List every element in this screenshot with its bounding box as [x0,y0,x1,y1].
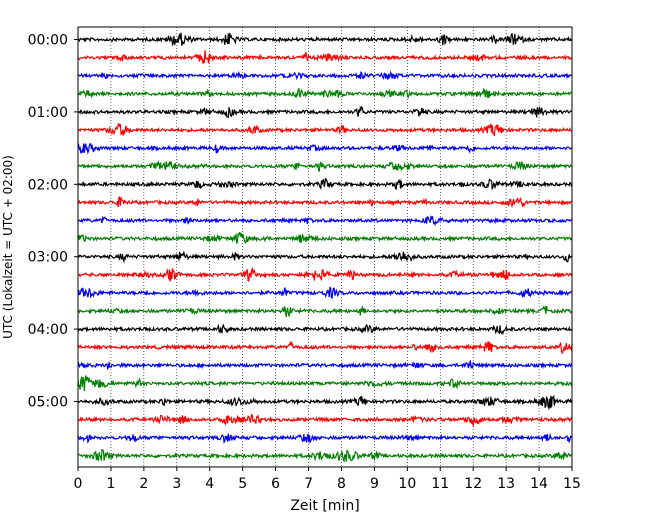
seismogram-trace [77,305,573,318]
seismogram-trace [77,266,573,282]
x-tick-label: 9 [370,476,379,492]
seismogram-trace [77,214,573,227]
x-tick-label: 6 [271,476,280,492]
x-tick-label: 13 [497,476,515,492]
seismogram-trace [77,340,573,355]
x-tick-label: 0 [74,476,83,492]
y-tick-label: 05:00 [28,395,68,411]
x-tick-label: 12 [464,476,482,492]
seismogram-trace [77,394,573,411]
y-tick-label: 04:00 [28,322,68,338]
x-tick-label: 10 [398,476,416,492]
plot-background [78,27,572,467]
seismogram-trace [77,360,573,371]
seismogram-trace [77,142,573,155]
x-tick-label: 3 [172,476,181,492]
seismogram-trace [77,231,573,244]
seismogram-trace [77,123,573,137]
x-tick-label: 4 [205,476,214,492]
grid-lines [110,27,540,467]
seismogram-trace [77,160,573,173]
x-axis-label: Zeit [min] [290,498,359,514]
seismogram-trace [77,432,573,445]
x-tick-label: 11 [431,476,449,492]
seismogram-trace [77,105,573,119]
seismogram-trace [77,177,573,191]
seismogram-trace [77,413,573,427]
x-tick-label: 1 [106,476,115,492]
seismogram-trace [77,323,573,336]
y-tick-label: 02:00 [28,177,68,193]
x-tick-label: 5 [238,476,247,492]
x-tick-label: 2 [139,476,148,492]
plot-frame [77,26,573,468]
x-tick-label: 7 [304,476,313,492]
x-tick-label: 8 [337,476,346,492]
seismogram-trace [77,50,573,64]
seismogram-trace [77,375,573,391]
seismogram-trace [77,250,573,264]
seismogram-trace [77,286,573,300]
x-axis-ticks: 0 1 2 3 4 5 6 7 8 9 10 11 12 13 14 15 [74,467,581,492]
seismogram-trace [77,70,573,81]
seismogram-trace [77,448,573,463]
y-tick-label: 01:00 [28,105,68,121]
seismogram-trace [77,196,573,209]
x-tick-label: 15 [563,476,581,492]
y-tick-label: 03:00 [28,250,68,266]
y-axis-label: UTC (Lokalzeit = UTC + 02:00) [1,155,15,339]
x-tick-label: 14 [530,476,548,492]
y-axis-ticks: 00:00 01:00 02:00 03:00 04:00 05:00 [28,33,78,411]
y-tick-label: 00:00 [28,33,68,49]
seismogram-trace [77,32,573,47]
trace-group [77,32,573,463]
seismogram-trace [77,87,573,99]
